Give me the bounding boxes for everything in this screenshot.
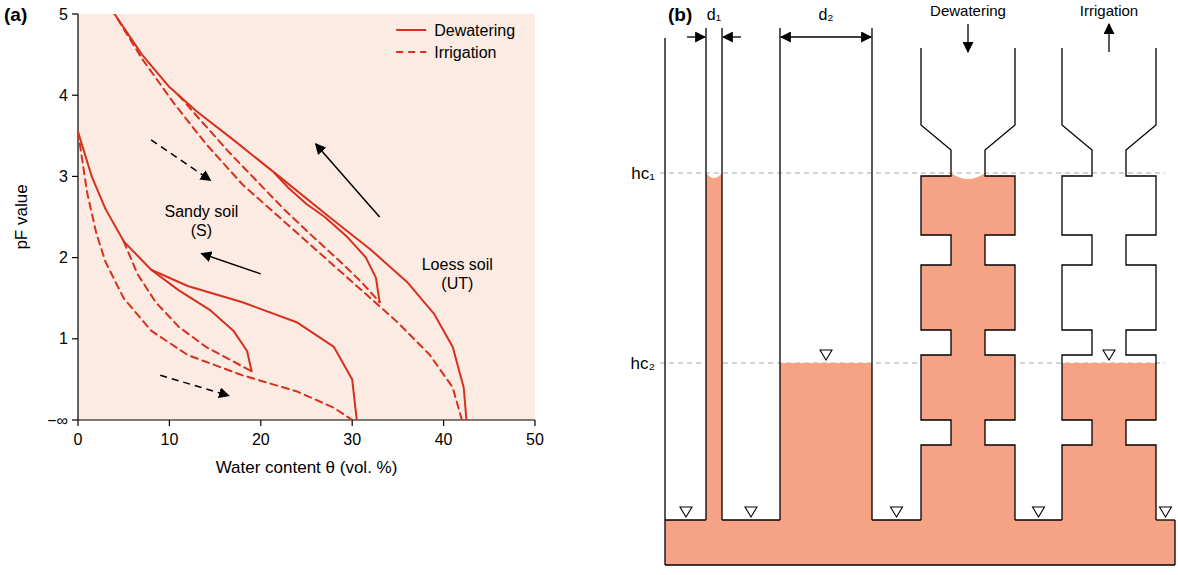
- y-tick-label: 5: [59, 6, 68, 23]
- x-tick-label: 0: [74, 431, 83, 448]
- figure: (a)−∞1234501020304050Water content θ (vo…: [0, 0, 1178, 575]
- legend-swatch: [396, 51, 426, 53]
- vessel-wall: [664, 38, 665, 565]
- y-tick: [72, 13, 78, 14]
- direction-arrow: [201, 254, 260, 274]
- curve: [78, 132, 352, 420]
- x-tick-label: 10: [161, 431, 179, 448]
- dimension-arrow: [781, 36, 871, 37]
- curve: [124, 241, 252, 371]
- x-tick-label: 40: [435, 431, 453, 448]
- curve: [179, 95, 380, 302]
- tube-water: [780, 363, 872, 521]
- y-tick-label: −∞: [47, 412, 68, 429]
- curve: [78, 132, 357, 420]
- water-level-symbol: [820, 350, 832, 360]
- water-level-symbol: [891, 507, 903, 517]
- panel-label: (a): [4, 4, 27, 25]
- y-axis: [77, 14, 78, 420]
- water-surface: [1015, 519, 1062, 520]
- tube-water: [706, 173, 722, 521]
- water-surface: [665, 519, 706, 520]
- tube-water: [921, 173, 1015, 521]
- x-tick-label: 20: [252, 431, 270, 448]
- vessel-bottom: [665, 564, 1175, 565]
- reservoir-water: [665, 520, 1175, 565]
- legend-label: Irrigation: [434, 44, 496, 61]
- dimension-arrow: [723, 36, 741, 37]
- vessel-wall: [1174, 520, 1175, 565]
- x-tick-label: 50: [526, 431, 544, 448]
- soil-label: Loess soil: [422, 256, 493, 273]
- flow-arrow: [1108, 24, 1109, 52]
- x-tick-label: 30: [343, 431, 361, 448]
- plot-background: [78, 14, 535, 420]
- water-level-symbol: [1033, 507, 1045, 517]
- x-tick: [443, 420, 444, 426]
- legend-label: Dewatering: [434, 22, 515, 39]
- process-label: Irrigation: [1080, 2, 1138, 19]
- water-surface: [872, 519, 921, 520]
- x-tick: [169, 420, 170, 426]
- water-level-symbol: [680, 507, 692, 517]
- x-tick: [77, 420, 78, 426]
- x-axis-title: Water content θ (vol. %): [216, 458, 398, 477]
- legend-swatch: [396, 29, 426, 31]
- tube-wall: [871, 48, 872, 520]
- tube-water: [1062, 363, 1156, 521]
- curve: [115, 14, 462, 420]
- tube-wall: [779, 48, 780, 520]
- curve: [275, 173, 380, 302]
- x-tick: [534, 420, 535, 426]
- curve: [151, 270, 252, 372]
- direction-arrow: [316, 144, 380, 217]
- dimension-line: [721, 28, 722, 48]
- y-tick: [72, 419, 78, 420]
- tube-wall: [1126, 48, 1156, 520]
- water-surface: [722, 519, 780, 520]
- x-tick: [260, 420, 261, 426]
- panel-b: (b) d₁ d₂ hc₁ hc₂ Dewatering Irrigation: [630, 2, 1175, 565]
- water-level-symbol: [1103, 350, 1115, 360]
- y-tick-label: 2: [59, 249, 68, 266]
- direction-arrow: [151, 140, 210, 181]
- tube-wall: [921, 48, 951, 520]
- tube-wall: [705, 48, 706, 520]
- width-label: d₁: [707, 6, 721, 23]
- curve: [115, 14, 467, 420]
- dimension-line: [779, 28, 780, 48]
- dimension-line: [871, 28, 872, 48]
- height-label: hc₂: [630, 354, 655, 373]
- y-tick: [72, 338, 78, 339]
- tube-wall: [721, 48, 722, 520]
- y-tick-label: 1: [59, 330, 68, 347]
- y-tick: [72, 176, 78, 177]
- water-surface: [1156, 519, 1175, 520]
- soil-label: Sandy soil: [164, 203, 238, 220]
- plot-data: [78, 14, 466, 420]
- dimension-arrow: [687, 36, 705, 37]
- width-label: d₂: [818, 6, 833, 23]
- x-tick: [352, 420, 353, 426]
- direction-arrow: [160, 375, 229, 395]
- soil-label: (UT): [441, 275, 473, 292]
- y-tick-label: 3: [59, 168, 68, 185]
- y-tick: [72, 95, 78, 96]
- flow-arrow: [967, 24, 968, 52]
- water-level-symbol: [1160, 507, 1172, 517]
- water-level-symbol: [745, 507, 757, 517]
- y-axis-title: pF value: [12, 184, 31, 249]
- tube-wall: [1062, 48, 1092, 520]
- legend: Dewatering Irrigation: [396, 22, 515, 61]
- panel-a: (a)−∞1234501020304050Water content θ (vo…: [4, 4, 544, 477]
- process-label: Dewatering: [930, 2, 1006, 19]
- soil-label: (S): [191, 222, 212, 239]
- panel-label: (b): [668, 4, 692, 25]
- level-line: [660, 173, 1165, 174]
- dimension-line: [705, 28, 706, 48]
- y-tick: [72, 257, 78, 258]
- height-label: hc₁: [631, 164, 655, 183]
- tube-wall: [985, 48, 1015, 520]
- y-tick-label: 4: [59, 87, 68, 104]
